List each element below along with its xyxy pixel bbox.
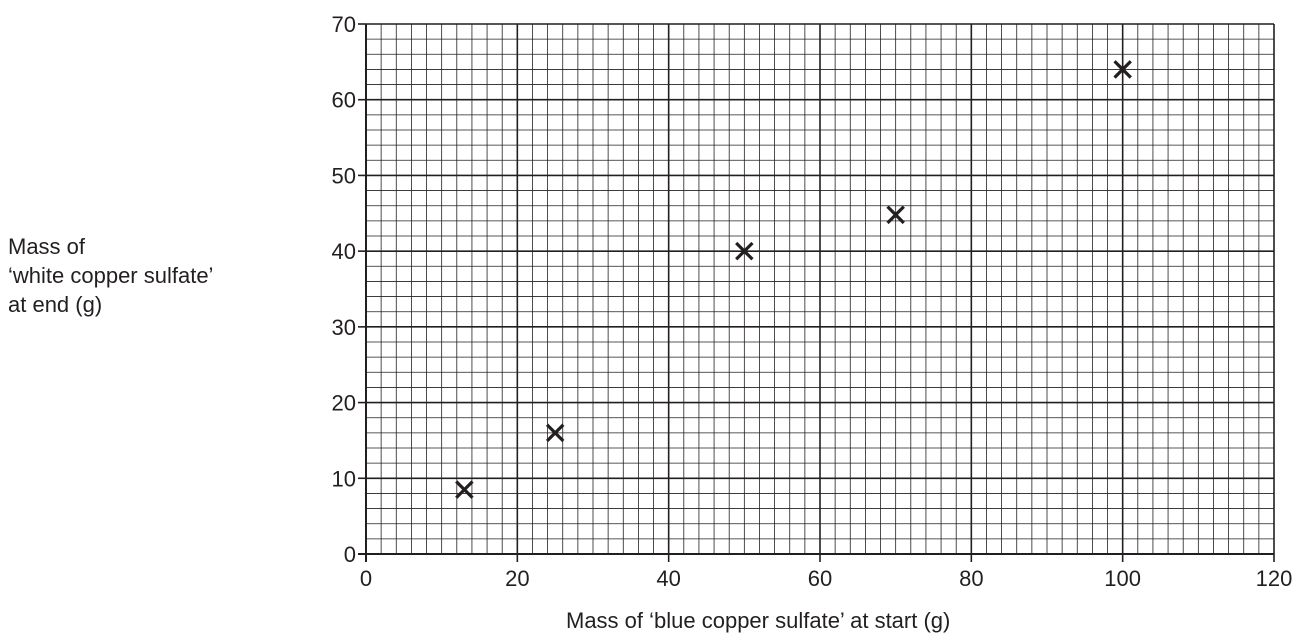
y-tick-label: 40 bbox=[332, 239, 356, 264]
tick-labels: 0 20 40 60 80 100 120 0 10 20 30 40 50 60 70 bbox=[332, 12, 1293, 591]
x-tick-label: 20 bbox=[505, 566, 529, 591]
x-tick-label: 40 bbox=[656, 566, 680, 591]
y-axis-label-line-2: ‘white copper sulfate’ bbox=[8, 263, 214, 288]
data-point bbox=[886, 205, 905, 225]
y-axis-label-line-1: Mass of bbox=[8, 234, 86, 259]
y-tick-label: 0 bbox=[344, 542, 356, 567]
data-point bbox=[1113, 60, 1132, 79]
y-axis-label-line-3: at end (g) bbox=[8, 292, 103, 317]
y-tick-label: 70 bbox=[332, 12, 356, 37]
y-tick-label: 50 bbox=[332, 163, 356, 188]
data-point bbox=[545, 423, 565, 443]
x-tick-label: 0 bbox=[360, 566, 372, 591]
y-tick-label: 10 bbox=[332, 466, 356, 491]
data-point bbox=[735, 241, 754, 261]
y-tick-label: 60 bbox=[332, 88, 356, 113]
x-tick-label: 100 bbox=[1104, 566, 1141, 591]
x-tick-label: 80 bbox=[959, 566, 983, 591]
point-marker-stroke bbox=[735, 241, 754, 261]
x-tick-label: 60 bbox=[808, 566, 832, 591]
x-axis-label: Mass of ‘blue copper sulfate’ at start (… bbox=[566, 608, 951, 633]
point-marker-stroke bbox=[1113, 60, 1132, 79]
y-tick-label: 20 bbox=[332, 391, 356, 416]
point-marker-stroke bbox=[455, 480, 474, 499]
data-point bbox=[455, 480, 474, 499]
point-marker-stroke bbox=[545, 423, 565, 443]
y-axis-label: Mass of ‘white copper sulfate’ at end (g… bbox=[8, 232, 213, 319]
data-points bbox=[455, 60, 1132, 499]
y-tick-label: 30 bbox=[332, 315, 356, 340]
axes bbox=[358, 23, 1275, 562]
x-tick-label: 120 bbox=[1256, 566, 1293, 591]
point-marker-stroke bbox=[886, 205, 905, 225]
